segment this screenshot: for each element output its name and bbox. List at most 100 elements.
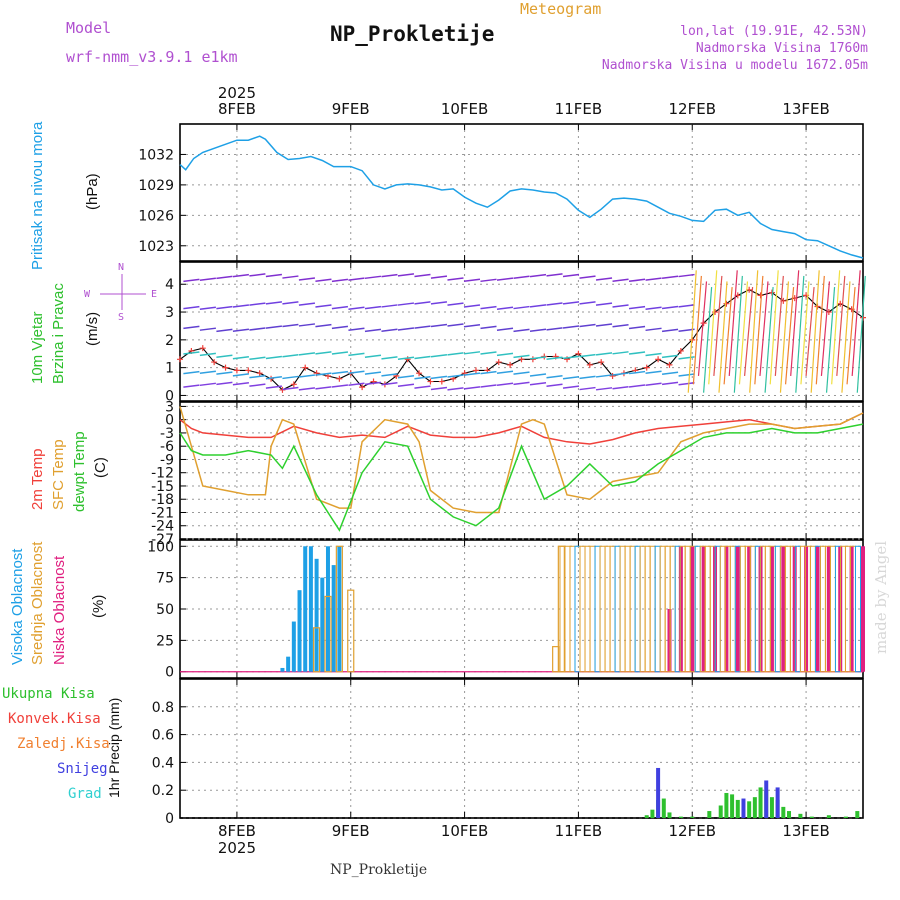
mid-cloud-bar-3	[347, 589, 355, 673]
wind-strong-barb-1	[692, 275, 702, 385]
wind-strong-barb-32	[851, 270, 861, 377]
wind-arrow-2-2	[216, 354, 233, 358]
wind-arrow-0-30	[678, 382, 695, 386]
wind-arrow-5-23	[562, 273, 580, 278]
grid-lines	[180, 124, 863, 819]
ytick-label-0-1: 1026	[138, 208, 174, 224]
top-day-label-2: 10FEB	[441, 100, 488, 118]
low-cloud-bar-14	[826, 546, 831, 672]
wind-arrow-4-7	[298, 302, 316, 306]
wind-arrow-5-19	[496, 277, 514, 281]
wind-arrow-4-30	[678, 304, 695, 308]
wind-arrow-1-2	[216, 371, 233, 375]
temp-sfc-line	[179, 406, 864, 514]
wind-arrow-4-15	[430, 301, 448, 305]
low-cloud-bar-6	[735, 546, 740, 672]
wind-arrow-0-28	[645, 382, 662, 386]
wind-arrow-3-22	[546, 327, 563, 331]
wind-arrow-4-19	[496, 306, 514, 311]
high-cloud-bar-1	[286, 656, 291, 672]
wind-strong-barb-22	[800, 281, 810, 385]
snow-bar-1	[741, 798, 746, 818]
high-cloud-bar-5	[308, 546, 313, 672]
wind-arrow-1-3	[232, 373, 249, 377]
wind-arrow-1-30	[678, 373, 695, 377]
wind-arrow-1-4	[249, 374, 266, 379]
wind-strong-barb-3	[703, 286, 713, 393]
wind-arrow-4-28	[645, 306, 662, 311]
wind-arrow-5-10	[348, 277, 365, 281]
bottom-day-label-0: 8FEB	[218, 822, 256, 840]
total-precip-bar-7	[707, 811, 712, 818]
total-precip-bar-20	[798, 813, 803, 818]
wind-arrow-5-8	[315, 278, 332, 282]
wind-arrow-5-3	[232, 273, 249, 278]
wind-arrow-1-29	[661, 371, 679, 375]
wind-arrow-3-24	[579, 323, 596, 328]
wind-arrow-1-9	[331, 370, 349, 375]
wind-arrow-1-15	[430, 375, 448, 380]
wind-speed-point-48	[723, 300, 730, 307]
panel-frame-4	[179, 678, 864, 819]
wind-arrow-5-27	[628, 278, 646, 283]
wind-arrow-2-8	[315, 351, 332, 355]
wind-speed-point-26	[472, 367, 479, 374]
low-cloud-bar-5	[724, 546, 729, 672]
meteogram-label: Meteogram	[520, 0, 602, 18]
ytick-label-3-4: 100	[147, 539, 174, 555]
wind-arrow-5-12	[381, 273, 398, 278]
panel-frame-2	[179, 401, 864, 540]
wind-arrow-4-1	[199, 306, 216, 311]
wind-arrow-4-24	[579, 301, 596, 305]
total-precip-bar-22	[826, 815, 831, 818]
wind-arrow-1-11	[364, 371, 382, 375]
wind-arrow-0-11	[364, 381, 382, 386]
top-day-label-3: 11FEB	[555, 100, 602, 118]
bottom-day-label-1: 9FEB	[332, 822, 370, 840]
snow-bar-2	[764, 780, 769, 818]
wind-strong-barb-8	[728, 270, 738, 377]
wind-arrow-1-26	[612, 372, 629, 376]
wind-arrow-1-8	[315, 372, 332, 376]
wind-arrow-1-27	[628, 370, 646, 375]
wind-arrow-0-27	[628, 384, 646, 388]
wind-arrow-0-18	[480, 384, 497, 388]
high-cloud-bar-6	[314, 558, 319, 672]
wind-arrow-0-29	[661, 381, 679, 386]
wind-arrow-1-5	[265, 375, 283, 380]
wind-arrow-3-26	[612, 323, 629, 328]
ytick-label-0-2: 1029	[138, 178, 174, 194]
high-cloud-bar-0	[280, 667, 285, 672]
wind-arrow-1-22	[546, 375, 563, 379]
ytick-label-2-4: -9	[160, 452, 174, 468]
wind-arrow-4-13	[397, 302, 415, 306]
wind-speed-point-21	[416, 370, 423, 377]
wind-strong-barb-18	[779, 281, 790, 393]
wind-arrow-0-5	[265, 385, 283, 389]
ytick-label-2-9: -24	[151, 519, 174, 535]
pressure-line	[179, 135, 864, 259]
wind-strong-barb-2	[697, 281, 708, 377]
wind-arrow-1-20	[513, 371, 530, 375]
wind-arrow-2-0	[183, 351, 200, 355]
bottom-day-label-2: 10FEB	[441, 822, 488, 840]
wind-arrow-1-19	[496, 370, 514, 374]
wind-speed-point-3	[211, 359, 218, 366]
wind-arrow-1-16	[447, 374, 464, 378]
wind-arrow-1-18	[480, 370, 497, 375]
wind-arrow-3-3	[232, 328, 249, 333]
total-precip-bar-23	[843, 816, 848, 818]
wind-arrow-4-6	[282, 301, 299, 305]
ytick-label-3-1: 25	[156, 633, 174, 649]
wind-arrow-2-26	[612, 351, 629, 355]
wind-arrow-5-9	[331, 278, 349, 283]
wind-arrow-3-29	[661, 328, 679, 333]
wind-arrow-0-26	[612, 386, 629, 390]
wind-arrow-4-23	[562, 301, 580, 305]
wind-arrow-2-29	[661, 354, 679, 359]
wind-arrow-3-15	[430, 323, 448, 328]
wind-strong-barb-10	[738, 281, 749, 385]
wind-speed-point-29	[507, 361, 514, 368]
ytick-label-2-3: -6	[160, 439, 174, 455]
low-cloud-bar-16	[849, 546, 854, 672]
